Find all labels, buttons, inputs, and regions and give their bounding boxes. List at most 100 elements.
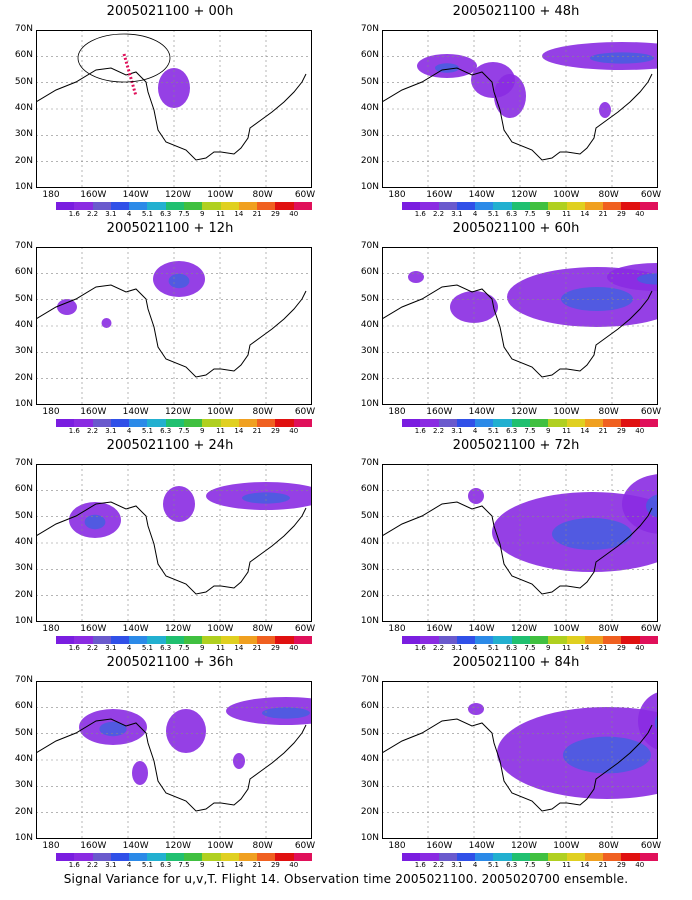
variance-region bbox=[408, 271, 424, 283]
colorbar-swatch bbox=[183, 202, 203, 210]
colorbar-label: 3.1 bbox=[105, 644, 117, 652]
colorbar-label: 6.3 bbox=[160, 861, 172, 869]
colorbar-swatch bbox=[129, 636, 148, 644]
colorbar-swatch bbox=[147, 202, 166, 210]
map-frame bbox=[36, 681, 312, 839]
coastline bbox=[382, 501, 653, 595]
colorbar bbox=[402, 636, 658, 644]
map-panel-p60: 2005021100 + 60h 70N 60N 50N 40N 30N 20N 10N 180… bbox=[346, 217, 686, 435]
map-frame bbox=[36, 247, 312, 405]
colorbar-label: 5.1 bbox=[487, 644, 499, 652]
colorbar-swatch bbox=[603, 202, 622, 210]
colorbar-label: 5.1 bbox=[141, 861, 153, 869]
coastline bbox=[36, 67, 307, 161]
colorbar-swatch bbox=[202, 853, 221, 861]
panel-title: 2005021100 + 12h bbox=[106, 221, 234, 236]
colorbar-swatch bbox=[475, 636, 494, 644]
variance-core-region bbox=[99, 721, 127, 737]
lat-tick-label: 30N bbox=[360, 563, 379, 574]
lat-tick-label: 50N bbox=[14, 510, 33, 521]
colorbar-swatch bbox=[420, 636, 439, 644]
variance-core-region bbox=[84, 514, 106, 530]
colorbar-label: 3.1 bbox=[105, 210, 117, 218]
colorbar-label: 11 bbox=[216, 644, 226, 652]
panel-title: 2005021100 + 84h bbox=[452, 655, 580, 670]
variance-region bbox=[468, 703, 484, 715]
colorbar-label: 1.6 bbox=[68, 427, 80, 435]
lon-tick-label: 140W bbox=[122, 407, 149, 417]
lon-tick-label: 180 bbox=[388, 190, 406, 200]
map-frame bbox=[382, 30, 658, 188]
colorbar-swatch bbox=[639, 202, 658, 210]
colorbar-swatch bbox=[493, 419, 512, 427]
colorbar-swatch bbox=[603, 419, 622, 427]
colorbar-label: 2.2 bbox=[86, 644, 99, 652]
lat-tick-label: 70N bbox=[360, 675, 379, 685]
colorbar-swatch bbox=[293, 636, 312, 644]
lat-tick-label: 70N bbox=[360, 458, 379, 468]
colorbar-swatch bbox=[238, 636, 258, 644]
variance-core-region bbox=[561, 287, 633, 311]
colorbar-label: 29 bbox=[616, 210, 626, 218]
colorbar-label: 4 bbox=[126, 644, 132, 652]
colorbar-label: 1.6 bbox=[414, 210, 426, 218]
colorbar-swatch bbox=[183, 853, 203, 861]
lat-tick-label: 10N bbox=[360, 399, 379, 409]
colorbar-label: 6.3 bbox=[506, 861, 518, 869]
colorbar-swatch bbox=[402, 853, 421, 861]
colorbar-swatch bbox=[584, 419, 604, 427]
colorbar-swatch bbox=[548, 636, 567, 644]
lat-tick-label: 10N bbox=[14, 616, 33, 626]
colorbar-swatch bbox=[438, 853, 457, 861]
lon-tick-label: 180 bbox=[42, 624, 60, 634]
colorbar-swatch bbox=[420, 202, 439, 210]
colorbar-label: 11 bbox=[562, 427, 572, 435]
colorbar bbox=[56, 419, 312, 427]
colorbar-swatch bbox=[511, 202, 530, 210]
colorbar-swatch bbox=[110, 636, 130, 644]
colorbar-swatch bbox=[147, 636, 166, 644]
lat-tick-label: 70N bbox=[14, 458, 33, 468]
lon-tick-label: 80W bbox=[252, 407, 273, 417]
lat-tick-label: 30N bbox=[14, 346, 33, 357]
lon-tick-label: 60W bbox=[294, 624, 316, 634]
colorbar-swatch bbox=[238, 419, 258, 427]
lat-tick-label: 10N bbox=[14, 399, 33, 409]
lon-tick-label: 80W bbox=[252, 624, 273, 634]
colorbar-swatch bbox=[529, 636, 549, 644]
colorbar-label: 40 bbox=[635, 210, 645, 218]
lat-tick-label: 60N bbox=[360, 484, 379, 495]
colorbar-label: 21 bbox=[598, 861, 608, 869]
colorbar-swatch bbox=[238, 853, 258, 861]
lon-tick-label: 180 bbox=[42, 190, 60, 200]
colorbar-label: 9 bbox=[546, 644, 551, 652]
colorbar-swatch bbox=[220, 636, 239, 644]
lon-tick-label: 160W bbox=[426, 407, 453, 417]
lon-tick-label: 140W bbox=[468, 407, 495, 417]
lon-tick-label: 60W bbox=[640, 624, 662, 634]
map-plot bbox=[36, 30, 312, 188]
panel-title: 2005021100 + 24h bbox=[106, 438, 234, 453]
map-plot bbox=[382, 247, 658, 405]
lat-tick-label: 10N bbox=[360, 833, 379, 843]
colorbar-label: 1.6 bbox=[68, 861, 80, 869]
colorbar-label: 14 bbox=[234, 644, 244, 652]
lon-tick-label: 80W bbox=[252, 841, 273, 851]
variance-region bbox=[163, 486, 195, 522]
colorbar-swatch bbox=[238, 202, 258, 210]
variance-region bbox=[101, 318, 112, 328]
map-plot bbox=[382, 30, 658, 188]
lon-tick-label: 80W bbox=[598, 190, 619, 200]
variance-region bbox=[599, 102, 611, 118]
colorbar-label: 21 bbox=[598, 210, 608, 218]
colorbar-swatch bbox=[438, 419, 457, 427]
colorbar-swatch bbox=[110, 853, 130, 861]
variance-core-region bbox=[590, 52, 654, 64]
variance-region bbox=[132, 761, 148, 785]
colorbar-label: 2.2 bbox=[432, 861, 445, 869]
colorbar-swatch bbox=[584, 202, 604, 210]
map-plot bbox=[36, 681, 312, 839]
colorbar-swatch bbox=[92, 419, 111, 427]
map-frame bbox=[382, 247, 658, 405]
lon-tick-label: 140W bbox=[468, 190, 495, 200]
